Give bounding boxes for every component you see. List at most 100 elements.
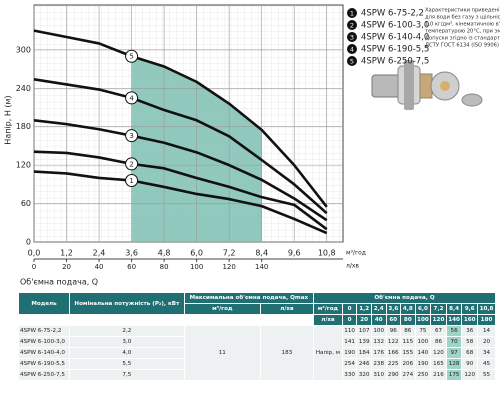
cell: 225 [385, 358, 402, 370]
note-line: Характеристики приведені [425, 8, 500, 14]
cell: 250 [414, 369, 432, 381]
th: 10,8 [477, 303, 496, 315]
curve [33, 150, 328, 231]
cell: 184 [356, 347, 372, 359]
legend-marker [347, 20, 357, 30]
cell: 216 [430, 369, 447, 381]
th: 0 [341, 314, 358, 326]
cell: 274 [400, 369, 416, 381]
th: Модель [18, 292, 70, 315]
cell: 90 [461, 358, 479, 370]
cell: 14 [477, 325, 496, 337]
cell: 122 [385, 336, 402, 348]
legend-label: 4SPW 6-75-2,2 [361, 9, 424, 19]
cell: 120 [430, 347, 447, 359]
th: 20 [356, 314, 372, 326]
legend-label: 4SPW 6-250-7,5 [361, 57, 429, 67]
cell: 290 [385, 369, 402, 381]
legend-label: 4SPW 6-100-3,0 [361, 21, 429, 31]
th: м³/год [183, 303, 261, 315]
cell: 34 [477, 347, 496, 359]
y-tick-label: 240 [16, 84, 31, 93]
curve-marker [125, 174, 139, 188]
cell: 20 [477, 336, 496, 348]
cell: 132 [370, 336, 387, 348]
th: л/хв [259, 303, 314, 315]
legend-number: 2 [350, 22, 354, 30]
th: л/хв [312, 314, 343, 326]
cell: 58 [461, 336, 479, 348]
cell: 4SPW 6-190-5,5 [18, 358, 70, 370]
cell: 56 [445, 325, 463, 337]
cell: 128 [445, 358, 463, 370]
legend-marker [347, 8, 357, 18]
row: 4SPW 6-75-2,2 2,2 11 183 Напір, м 110 107 100 96… [18, 325, 496, 381]
cell: 165 [430, 358, 447, 370]
pump-image [371, 60, 483, 110]
note-line: ДСТУ ГОСТ 6134 (ISO 9906) [425, 43, 499, 49]
cell: 310 [370, 369, 387, 381]
note-line: Допуски згідно із стандартом [425, 36, 500, 42]
x-tick-label: 6,0 [190, 249, 203, 258]
legend-label: 4SPW 6-190-5,5 [361, 45, 429, 55]
cell: 175 [445, 369, 463, 381]
curve-marker [125, 157, 139, 171]
curve [33, 29, 328, 208]
cell: 139 [356, 336, 372, 348]
cell: 330 [341, 369, 358, 381]
cell: 67 [430, 325, 447, 337]
cell: 36 [461, 325, 479, 337]
x-tick-label: 8,4 [255, 249, 268, 258]
th: 160 [461, 314, 479, 326]
curve [33, 170, 328, 235]
legend-marker [347, 32, 357, 42]
x-tick-label: 1,2 [60, 249, 73, 258]
x-tick-label: 3,6 [125, 249, 138, 258]
legend-number: 3 [350, 34, 354, 42]
th: 40 [370, 314, 387, 326]
cell: 55 [477, 369, 496, 381]
cell: 176 [370, 347, 387, 359]
th: Максимальна об'ємна подача, Qmax [183, 292, 314, 304]
th: Об'ємна подача, Q [312, 292, 497, 304]
legend-marker [347, 44, 357, 54]
x2-tick-label: 140 [255, 263, 268, 271]
cell: 3,0 [69, 336, 185, 348]
x-tick-label: 0,0 [28, 249, 41, 258]
legend-number: 1 [350, 10, 354, 18]
y-tick-label: 120 [16, 161, 31, 170]
cell: 140 [414, 347, 432, 359]
curve-number: 3 [129, 132, 133, 140]
row: 4SPW 6-100-3,0 3,0 141 139 132 122 115 100 86 70 5… [18, 336, 496, 348]
x-tick-label: 10,8 [318, 249, 336, 258]
note-line: 1,0 кг/дм³, кінематичною в'язкістю 1 мм²… [425, 22, 500, 28]
curve-marker [125, 91, 139, 105]
th: 1,2 [356, 303, 372, 315]
legend-number: 4 [350, 46, 354, 54]
cell: Напір, м [312, 325, 343, 381]
th: 4,8 [400, 303, 416, 315]
chart: Напір, Н (м) м³/год л/хв Об'ємна подача,… [4, 4, 500, 287]
cell: 115 [400, 336, 416, 348]
x2-tick-label: 0 [32, 263, 36, 271]
data-table: Модель Номінальна потужність (P₂), кВт М… [18, 292, 497, 381]
th: м³/год [312, 303, 343, 315]
curve [33, 119, 328, 222]
th: 8,4 [445, 303, 463, 315]
cell: 190 [414, 358, 432, 370]
th: 60 [385, 314, 402, 326]
y-tick-label: 60 [21, 199, 31, 208]
row: 4SPW 6-140-4,0 4,0 190 184 176 166 155 140 120 97… [18, 347, 496, 359]
note-line: для води без газу з щільністю [425, 15, 500, 21]
cell: 246 [356, 358, 372, 370]
x2-tick-label: 20 [62, 263, 71, 271]
th: 7,2 [430, 303, 447, 315]
x-tick-label: 9,6 [288, 249, 301, 258]
cell: 4SPW 6-140-4,0 [18, 347, 70, 359]
x-tick-label: 2,4 [93, 249, 106, 258]
cell: 4SPW 6-75-2,2 [18, 325, 70, 337]
cell: 86 [430, 336, 447, 348]
y-axis-label: Напір, Н (м) [4, 95, 13, 144]
